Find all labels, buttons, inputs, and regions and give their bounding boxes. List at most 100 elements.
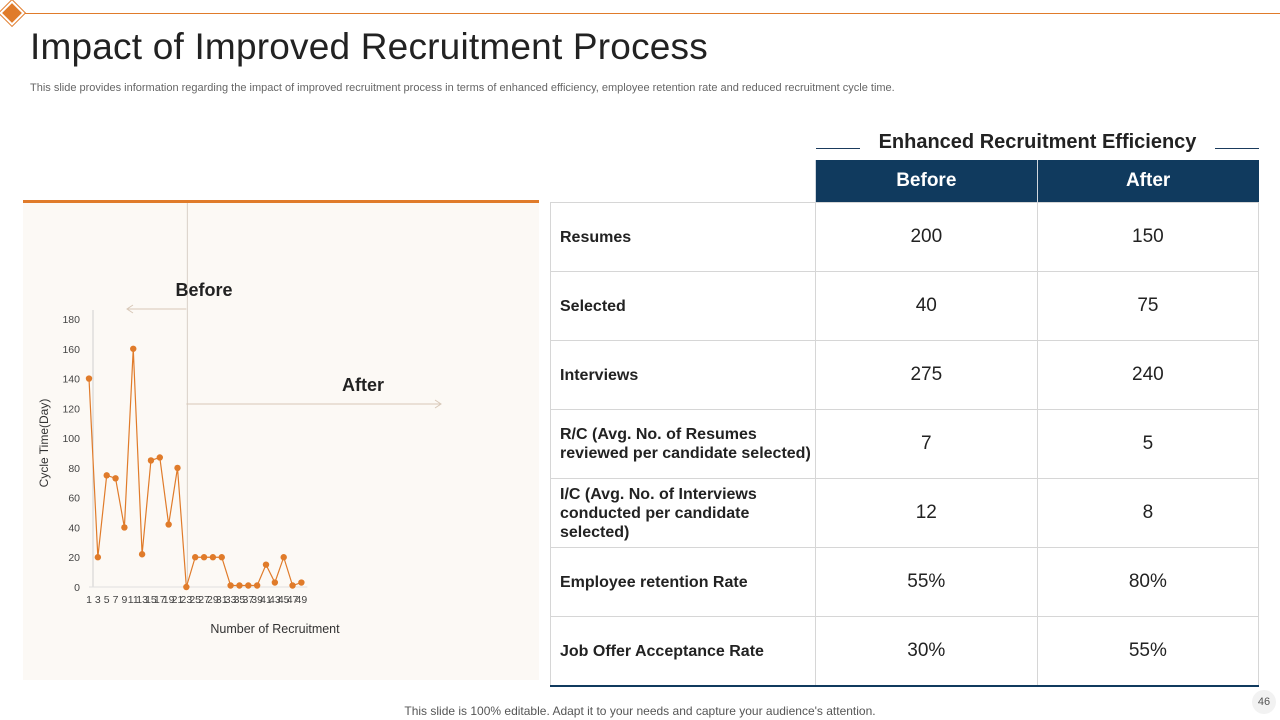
x-axis-title: Number of Recruitment: [210, 622, 340, 636]
heading-rule-left: [816, 148, 860, 149]
top-accent-line: [14, 13, 1280, 14]
x-tick-label: 47: [287, 594, 299, 606]
y-tick-label: 20: [68, 552, 80, 564]
data-point: [298, 579, 305, 586]
table-row: Resumes 200 150: [550, 202, 1260, 272]
table-row: Employee retention Rate 55% 80%: [550, 547, 1260, 617]
before-value: 7: [814, 409, 1038, 479]
data-point: [209, 554, 217, 561]
x-tick-label: 37: [242, 594, 254, 606]
x-tick-label: 23: [181, 594, 193, 606]
table-row: Selected 40 75: [550, 271, 1260, 341]
x-tick-label: 11: [128, 594, 139, 606]
y-tick-label: 100: [62, 433, 80, 445]
y-tick-label: 120: [62, 403, 80, 415]
after-value: 5: [1036, 409, 1260, 479]
data-point: [280, 554, 287, 561]
y-tick-label: 0: [74, 582, 80, 594]
table-header-row: Before After: [551, 160, 1259, 203]
x-tick-label: 5: [104, 594, 110, 606]
page-number: 46: [1252, 690, 1276, 714]
page-title: Impact of Improved Recruitment Process: [30, 26, 708, 67]
metric-label: Interviews: [550, 340, 816, 410]
metric-label: R/C (Avg. No. of Resumes reviewed per ca…: [550, 409, 816, 479]
x-tick-label: 45: [278, 594, 290, 606]
x-tick-label: 1: [86, 594, 92, 606]
x-tick-label: 17: [154, 594, 166, 606]
column-header-before: Before: [814, 160, 1038, 203]
series-line: [88, 348, 302, 588]
y-axis-title: Cycle Time(Day): [37, 399, 51, 488]
data-point: [262, 561, 270, 568]
after-value: 150: [1036, 202, 1260, 272]
y-tick-label: 60: [68, 493, 80, 505]
x-tick-label: 21: [172, 594, 184, 606]
data-point: [156, 454, 163, 461]
before-value: 40: [814, 271, 1038, 341]
data-point: [138, 551, 146, 558]
table-row: I/C (Avg. No. of Interviews conducted pe…: [550, 478, 1260, 548]
y-tick-label: 80: [68, 463, 80, 475]
y-tick-label: 180: [62, 314, 80, 326]
after-value: 240: [1036, 340, 1260, 410]
y-tick-label: 40: [68, 522, 80, 534]
data-point: [227, 582, 234, 589]
before-value: 200: [814, 202, 1038, 272]
after-label: After: [342, 375, 384, 395]
data-point: [121, 524, 128, 531]
metric-label: Employee retention Rate: [550, 547, 816, 617]
cycle-time-chart-panel: 0 20 40 60 80 100 120 140 160 180 1 3 5 7 9 11 13 15 17 19 2…: [23, 200, 539, 680]
x-tick-label: 19: [163, 594, 175, 606]
x-tick-label: 9: [121, 594, 127, 606]
table-row: Job Offer Acceptance Rate 30% 55%: [550, 616, 1260, 687]
x-tick-label: 31: [216, 594, 228, 606]
x-tick-label: 15: [145, 594, 157, 606]
x-tick-label: 35: [234, 594, 246, 606]
before-value: 30%: [814, 616, 1038, 687]
before-value: 275: [814, 340, 1038, 410]
efficiency-table: Before After Resumes 200 150 Selected 40…: [550, 160, 1260, 687]
data-point: [130, 345, 137, 352]
before-value: 55%: [814, 547, 1038, 617]
header-blank-cell: [551, 160, 816, 203]
data-point: [85, 375, 93, 382]
data-point: [253, 582, 261, 589]
data-point: [103, 472, 110, 479]
table-heading: Enhanced Recruitment Efficiency: [878, 131, 1197, 153]
diamond-logo-icon: [0, 0, 25, 26]
data-point: [245, 582, 252, 589]
x-tick-label: 13: [136, 594, 148, 606]
metric-label: Resumes: [550, 202, 816, 272]
data-point: [174, 464, 181, 472]
before-label: Before: [175, 280, 232, 300]
x-tick-label: 3: [95, 594, 101, 606]
data-point: [112, 475, 119, 482]
before-value: 12: [814, 478, 1038, 548]
data-point: [165, 521, 172, 528]
x-tick-label: 33: [225, 594, 237, 606]
x-tick-label: 7: [113, 594, 119, 606]
y-tick-label: 140: [62, 374, 80, 386]
x-tick-label: 49: [296, 594, 308, 606]
data-point: [289, 582, 296, 589]
metric-label: I/C (Avg. No. of Interviews conducted pe…: [550, 478, 816, 548]
table-row: R/C (Avg. No. of Resumes reviewed per ca…: [550, 409, 1260, 479]
column-header-after: After: [1036, 160, 1259, 203]
metric-label: Selected: [550, 271, 816, 341]
data-point: [94, 554, 102, 561]
data-point: [236, 582, 243, 589]
y-tick-label: 160: [62, 344, 80, 356]
x-tick-label: 41: [260, 594, 272, 606]
table-row: Interviews 275 240: [550, 340, 1260, 410]
after-value: 55%: [1036, 616, 1260, 687]
data-point: [200, 554, 208, 561]
x-tick-label: 29: [207, 594, 219, 606]
footer-note: This slide is 100% editable. Adapt it to…: [404, 704, 876, 718]
data-point: [192, 554, 199, 561]
page-subtitle: This slide provides information regardin…: [30, 82, 895, 94]
data-point: [183, 583, 190, 591]
after-arrow-icon: [434, 399, 442, 409]
x-tick-label: 43: [269, 594, 281, 606]
after-value: 75: [1036, 271, 1260, 341]
